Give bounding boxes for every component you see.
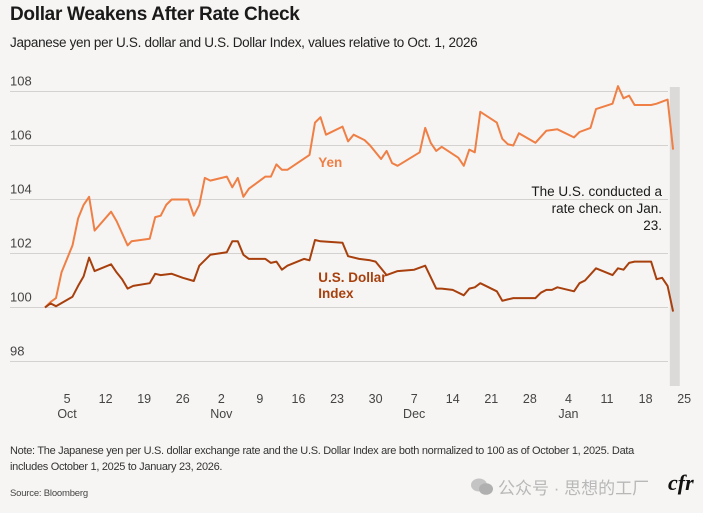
grid <box>10 91 668 362</box>
y-axis: 98 100 102 104 106 108 <box>10 74 32 359</box>
annotation: The U.S. conducted a rate check on Jan. 23… <box>531 184 662 233</box>
dollar-index-series-label: Index <box>318 286 354 301</box>
yen-series-line <box>44 85 675 309</box>
annotation-band <box>669 87 680 386</box>
x-tick-label: 2 <box>218 392 225 406</box>
y-tick-label: 102 <box>10 236 32 251</box>
y-tick-label: 106 <box>10 128 32 143</box>
y-tick-label: 100 <box>10 290 32 305</box>
rate-check-band <box>669 87 680 386</box>
x-tick-label: 18 <box>639 392 653 406</box>
x-tick-label: 26 <box>176 392 190 406</box>
wechat-icon <box>471 478 493 495</box>
yen-series-label: Yen <box>318 155 342 170</box>
x-tick-label: 7 <box>411 392 418 406</box>
x-tick-label: 16 <box>292 392 306 406</box>
x-month-label: Nov <box>210 407 233 421</box>
chart-title: Dollar Weakens After Rate Check <box>10 4 300 25</box>
watermark-text: 公众号 · 思想的工厂 <box>498 479 650 498</box>
x-month-label: Jan <box>558 407 578 421</box>
x-tick-label: 21 <box>484 392 498 406</box>
annotation-text: The U.S. conducted a <box>531 184 662 199</box>
footnote: Note: The Japanese yen per U.S. dollar e… <box>10 445 634 473</box>
x-tick-label: 14 <box>446 392 460 406</box>
watermark: 公众号 · 思想的工厂 <box>470 474 649 499</box>
chart-subtitle: Japanese yen per U.S. dollar and U.S. Do… <box>10 35 478 50</box>
x-tick-label: 30 <box>369 392 383 406</box>
dollar-index-series-label: U.S. Dollar <box>318 270 387 285</box>
y-tick-label: 108 <box>10 74 32 89</box>
x-tick-label: 19 <box>137 392 151 406</box>
cfr-logo: cfr <box>668 470 694 495</box>
y-tick-label: 104 <box>10 182 32 197</box>
dollar-index-series-line <box>44 239 675 312</box>
source-credit: Source: Bloomberg <box>10 488 88 499</box>
y-tick-label: 98 <box>10 344 24 359</box>
x-tick-label: 4 <box>565 392 572 406</box>
annotation-text: rate check on Jan. <box>552 201 662 216</box>
x-tick-label: 11 <box>601 392 614 406</box>
series <box>44 85 675 312</box>
x-tick-label: 9 <box>256 392 263 406</box>
x-month-label: Dec <box>403 407 425 421</box>
annotation-text: 23. <box>643 218 662 233</box>
x-tick-label: 23 <box>330 392 344 406</box>
x-month-label: Oct <box>57 407 77 421</box>
x-tick-label: 12 <box>99 392 113 406</box>
x-tick-label: 5 <box>64 392 71 406</box>
x-tick-label: 28 <box>523 392 537 406</box>
x-tick-label: 25 <box>677 392 691 406</box>
